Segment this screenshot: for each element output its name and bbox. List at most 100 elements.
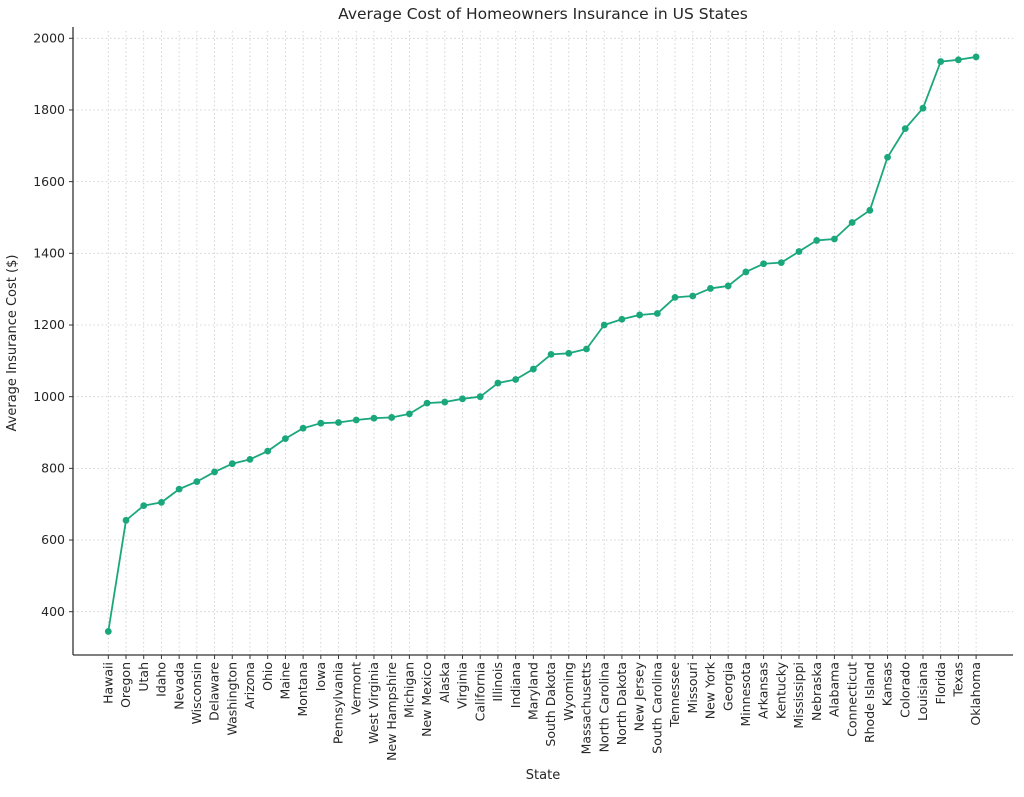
x-tick-label: Hawaii	[100, 662, 115, 704]
x-tick-label: Arkansas	[756, 662, 771, 719]
x-tick-label: Illinois	[490, 662, 505, 702]
y-tick-label: 800	[41, 460, 65, 475]
data-point	[441, 398, 449, 406]
x-tick-label: Pennsylvania	[331, 662, 346, 744]
data-point	[317, 419, 325, 427]
data-point	[600, 321, 608, 329]
data-point	[246, 455, 254, 463]
x-tick-label: Alaska	[437, 662, 452, 703]
x-tick-label: Kentucky	[773, 661, 788, 719]
x-tick-label: Massachusetts	[579, 662, 594, 754]
data-point	[972, 53, 980, 61]
data-point	[529, 365, 537, 373]
data-point	[175, 485, 183, 493]
x-tick-label: Texas	[951, 662, 966, 698]
x-tick-label: West Virginia	[366, 662, 381, 744]
data-point	[335, 419, 342, 426]
x-tick-label: Wisconsin	[189, 662, 204, 724]
x-tick-label: Michigan	[401, 662, 416, 718]
y-tick-label: 1800	[33, 102, 65, 117]
x-tick-label: Maine	[278, 662, 293, 700]
data-point	[370, 414, 378, 422]
data-point	[954, 56, 962, 64]
data-point	[193, 478, 201, 486]
data-point	[671, 294, 679, 301]
data-point	[405, 410, 413, 418]
data-point	[884, 153, 891, 161]
data-point	[104, 628, 112, 635]
x-tick-label: North Dakota	[614, 662, 629, 745]
data-point	[264, 447, 272, 455]
data-point	[211, 468, 218, 476]
data-point	[423, 399, 431, 407]
x-tick-label: Tennessee	[667, 662, 682, 728]
y-tick-label: 1200	[33, 317, 65, 332]
data-point	[459, 395, 466, 403]
x-tick-label: Alabama	[827, 662, 842, 717]
x-tick-label: Florida	[933, 662, 948, 705]
data-point	[494, 379, 502, 387]
x-tick-label: Virginia	[455, 662, 470, 709]
x-tick-label: Nebraska	[809, 662, 824, 721]
data-point	[299, 424, 307, 432]
y-tick-label: 1400	[33, 245, 65, 260]
data-point	[140, 502, 148, 510]
data-point	[777, 259, 785, 267]
data-point	[122, 516, 130, 524]
chart-title: Average Cost of Homeowners Insurance in …	[338, 5, 748, 23]
x-tick-label: Delaware	[207, 662, 222, 721]
x-tick-label: New York	[703, 661, 718, 719]
x-tick-label: Montana	[295, 662, 310, 717]
x-tick-label: New Jersey	[632, 661, 647, 731]
x-tick-label: Oklahoma	[968, 662, 983, 726]
x-axis-label: State	[525, 768, 561, 783]
x-tick-label: Vermont	[348, 662, 363, 715]
data-point	[158, 498, 165, 506]
data-point	[866, 206, 874, 214]
y-tick-label: 1600	[33, 174, 65, 189]
x-tick-label: Ohio	[260, 662, 275, 691]
data-point	[760, 260, 767, 268]
data-point	[831, 235, 838, 243]
data-point	[724, 282, 732, 290]
data-point	[901, 125, 909, 133]
data-point	[228, 460, 236, 468]
x-tick-label: Rhode Island	[862, 662, 877, 743]
data-point	[583, 345, 590, 353]
y-tick-label: 2000	[33, 30, 65, 45]
data-point	[565, 349, 573, 357]
data-point	[388, 414, 396, 421]
data-point	[282, 435, 289, 443]
data-point	[352, 416, 360, 424]
x-tick-label: Louisiana	[915, 662, 930, 721]
x-tick-label: South Dakota	[543, 662, 558, 747]
x-tick-label: California	[472, 662, 487, 721]
data-point	[653, 310, 661, 317]
data-point	[848, 219, 856, 226]
x-tick-label: Utah	[136, 662, 151, 692]
y-tick-label: 1000	[33, 389, 65, 404]
data-point	[476, 393, 484, 401]
data-point	[689, 292, 697, 300]
data-point	[937, 58, 945, 65]
x-tick-label: Nevada	[171, 662, 186, 710]
x-tick-label: Mississippi	[791, 662, 806, 729]
x-tick-label: Colorado	[897, 662, 912, 718]
y-tick-label: 600	[41, 532, 65, 547]
x-tick-label: Connecticut	[844, 662, 859, 737]
data-point	[919, 104, 927, 112]
x-tick-label: Kansas	[880, 662, 895, 706]
x-tick-label: Maryland	[525, 662, 540, 720]
x-tick-label: North Carolina	[596, 662, 611, 752]
x-tick-label: Wyoming	[561, 662, 576, 721]
x-tick-label: New Hampshire	[384, 662, 399, 761]
y-tick-label: 400	[41, 604, 65, 619]
x-tick-label: South Carolina	[649, 662, 664, 754]
x-tick-label: Oregon	[118, 662, 133, 708]
x-tick-label: New Mexico	[419, 662, 434, 737]
data-point	[547, 350, 555, 358]
data-point	[512, 376, 520, 383]
x-tick-label: Georgia	[720, 662, 735, 711]
x-tick-label: Indiana	[508, 662, 523, 708]
